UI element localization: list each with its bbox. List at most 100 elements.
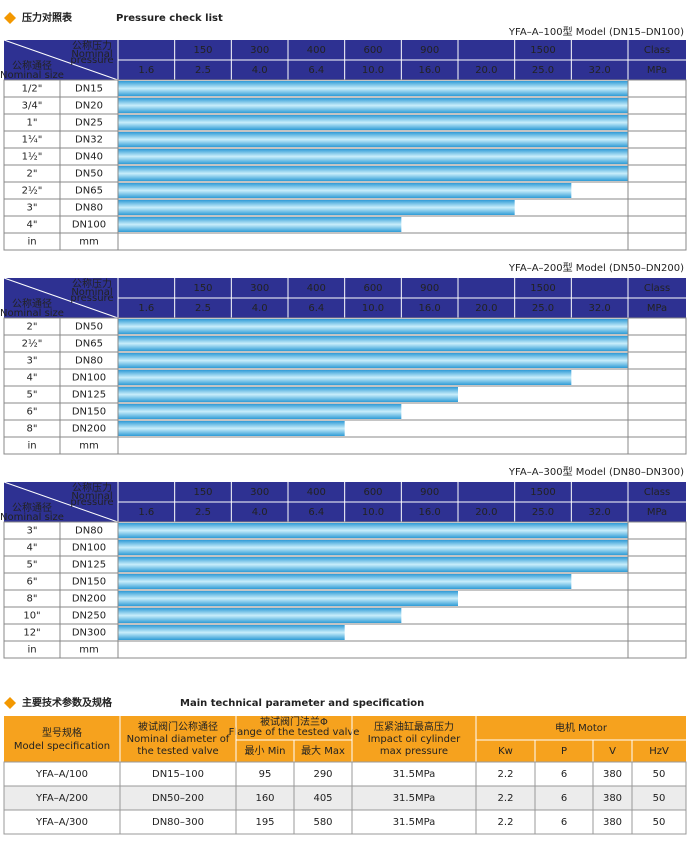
inch-size: 1½" bbox=[22, 151, 43, 163]
dn-size: DN15 bbox=[75, 84, 103, 95]
label: 被试阀门公称通径 bbox=[138, 720, 218, 733]
spec-cell: YFA–A/200 bbox=[35, 793, 88, 804]
label: in bbox=[27, 441, 36, 452]
label: pressure bbox=[70, 293, 113, 304]
label: V bbox=[609, 746, 616, 757]
label: 压紧油缸最高压力 bbox=[374, 720, 454, 733]
label: mm bbox=[79, 237, 98, 248]
inch-size: 6" bbox=[27, 577, 38, 588]
mpa-value: 4.0 bbox=[252, 303, 268, 314]
spec-cell: 2.2 bbox=[498, 817, 514, 828]
inch-size: 2" bbox=[27, 322, 38, 333]
inch-size: 3/4" bbox=[22, 101, 43, 112]
spec-cell: 6 bbox=[561, 769, 567, 780]
spec-cell: 6 bbox=[561, 817, 567, 828]
label: P bbox=[561, 746, 567, 757]
spec-row bbox=[3, 785, 687, 811]
mpa-value: 6.4 bbox=[308, 303, 324, 314]
mpa-value: 1.6 bbox=[138, 65, 154, 76]
rule bbox=[3, 277, 119, 319]
pressure-bar bbox=[118, 149, 628, 164]
spec-cell: 50 bbox=[653, 769, 666, 780]
mpa-value: 16.0 bbox=[419, 507, 441, 518]
dn-size: DN80 bbox=[75, 526, 103, 537]
mpa-value: 2.5 bbox=[195, 65, 211, 76]
class-value: 400 bbox=[307, 487, 326, 498]
mpa-value: 32.0 bbox=[589, 507, 611, 518]
pressure-bar bbox=[118, 217, 402, 232]
label: 型号规格 bbox=[42, 726, 82, 739]
dn-size: DN100 bbox=[72, 373, 106, 384]
pressure-bar bbox=[118, 421, 345, 436]
class-value: 150 bbox=[193, 45, 212, 56]
pressure-bar bbox=[118, 625, 345, 640]
label: Class bbox=[644, 45, 670, 56]
label: in bbox=[27, 237, 36, 248]
inch-size: 2½" bbox=[22, 185, 43, 197]
inch-size: 3" bbox=[27, 203, 38, 214]
class-value: 1500 bbox=[530, 45, 555, 56]
pressure-bar bbox=[118, 115, 628, 130]
label: 最大 Max bbox=[301, 744, 345, 757]
label: MPa bbox=[647, 507, 667, 518]
spec-cell: 95 bbox=[259, 769, 272, 780]
class-value: 150 bbox=[193, 487, 212, 498]
pressure-bar bbox=[118, 183, 572, 198]
spec-cell: 380 bbox=[603, 769, 622, 780]
class-value: 150 bbox=[193, 283, 212, 294]
inch-size: 3" bbox=[27, 526, 38, 537]
dn-size: DN32 bbox=[75, 135, 103, 146]
pressure-bar bbox=[118, 200, 515, 215]
pressure-bar bbox=[118, 591, 458, 606]
class-value: 900 bbox=[420, 283, 439, 294]
class-value: 600 bbox=[363, 45, 382, 56]
dn-size: DN200 bbox=[72, 594, 106, 605]
dn-size: DN125 bbox=[72, 390, 106, 401]
label: in bbox=[27, 645, 36, 656]
mpa-value: 2.5 bbox=[195, 303, 211, 314]
dn-size: DN150 bbox=[72, 577, 106, 588]
dn-size: DN40 bbox=[75, 152, 103, 163]
mpa-value: 32.0 bbox=[589, 303, 611, 314]
bullet bbox=[4, 697, 16, 709]
class-value: 300 bbox=[250, 45, 269, 56]
bullet bbox=[4, 12, 16, 24]
label: 公称压力 bbox=[72, 277, 112, 290]
spec-cell: DN15–100 bbox=[152, 769, 204, 780]
class-value: 300 bbox=[250, 487, 269, 498]
model-label: YFA–A–100型 Model (DN15–DN100) bbox=[508, 25, 684, 38]
pressure-bar bbox=[118, 523, 628, 538]
model-label: YFA–A–300型 Model (DN80–DN300) bbox=[508, 465, 684, 478]
label: Flange of the tested valve bbox=[229, 727, 360, 738]
dn-size: DN65 bbox=[75, 186, 103, 197]
class-value: 300 bbox=[250, 283, 269, 294]
label: Impact oil cylinder bbox=[368, 734, 461, 745]
rule bbox=[3, 39, 119, 81]
spec-header-bg bbox=[4, 716, 686, 762]
label: 公称通径 bbox=[12, 297, 52, 310]
spec-cell: 50 bbox=[653, 793, 666, 804]
inch-size: 1" bbox=[27, 118, 38, 129]
label: Model specification bbox=[14, 741, 110, 752]
spec-cell: DN50–200 bbox=[152, 793, 204, 804]
pressure-bar bbox=[118, 574, 572, 589]
label: Nominal bbox=[71, 49, 112, 60]
rule bbox=[3, 481, 119, 523]
label: MPa bbox=[647, 65, 667, 76]
mpa-value: 10.0 bbox=[362, 65, 384, 76]
class-value: 900 bbox=[420, 487, 439, 498]
mpa-value: 6.4 bbox=[308, 65, 324, 76]
inch-size: 1¼" bbox=[22, 134, 43, 146]
spec-cell: 50 bbox=[653, 817, 666, 828]
label: MPa bbox=[647, 303, 667, 314]
mpa-value: 10.0 bbox=[362, 303, 384, 314]
dn-size: DN65 bbox=[75, 339, 103, 350]
class-value: 600 bbox=[363, 487, 382, 498]
class-value: 1500 bbox=[530, 283, 555, 294]
dn-size: DN200 bbox=[72, 424, 106, 435]
dn-size: DN250 bbox=[72, 611, 106, 622]
mpa-value: 6.4 bbox=[308, 507, 324, 518]
mpa-value: 4.0 bbox=[252, 507, 268, 518]
